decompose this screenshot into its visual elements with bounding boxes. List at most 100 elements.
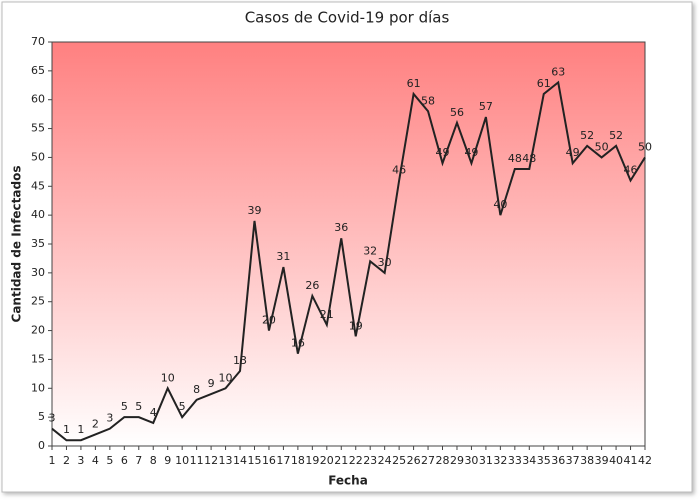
- data-label: 30: [378, 256, 392, 269]
- x-tick-label: 38: [580, 454, 594, 467]
- x-tick-label: 22: [349, 454, 363, 467]
- x-tick-label: 2: [63, 454, 70, 467]
- x-tick-label: 40: [609, 454, 623, 467]
- data-label: 56: [450, 106, 464, 119]
- x-tick-label: 35: [537, 454, 551, 467]
- x-tick-label: 5: [106, 454, 113, 467]
- data-label: 21: [320, 308, 334, 321]
- data-label: 50: [595, 140, 609, 153]
- x-tick-label: 31: [479, 454, 493, 467]
- x-tick-label: 8: [150, 454, 157, 467]
- data-label: 3: [49, 412, 56, 425]
- data-label: 31: [276, 250, 290, 263]
- data-label: 5: [121, 400, 128, 413]
- x-tick-label: 30: [464, 454, 478, 467]
- x-tick-label: 23: [363, 454, 377, 467]
- x-tick-label: 18: [291, 454, 305, 467]
- y-tick-label: 35: [31, 237, 45, 250]
- data-line: [51, 80, 646, 442]
- data-label: 16: [291, 337, 305, 350]
- data-label: 36: [334, 221, 348, 234]
- data-label: 49: [436, 146, 450, 159]
- data-label: 26: [305, 279, 319, 292]
- x-tick-label: 21: [334, 454, 348, 467]
- x-tick-label: 15: [247, 454, 261, 467]
- data-label: 63: [551, 65, 565, 78]
- data-label: 4: [150, 406, 157, 419]
- x-tick-label: 41: [624, 454, 638, 467]
- data-label: 49: [566, 146, 580, 159]
- plot-area: [51, 41, 646, 447]
- chart-title: Casos de Covid-19 por días: [245, 9, 450, 27]
- data-label: 49: [464, 146, 478, 159]
- data-label: 2: [92, 417, 99, 430]
- data-label: 5: [135, 400, 142, 413]
- x-tick-label: 14: [233, 454, 247, 467]
- data-label: 39: [247, 204, 261, 217]
- x-tick-label: 17: [276, 454, 290, 467]
- data-label: 52: [580, 129, 594, 142]
- data-label: 52: [609, 129, 623, 142]
- data-label: 5: [179, 400, 186, 413]
- data-label: 58: [421, 94, 435, 107]
- data-label: 50: [638, 140, 652, 153]
- x-tick-label: 34: [522, 454, 536, 467]
- x-tick-label: 10: [175, 454, 189, 467]
- x-tick-label: 33: [508, 454, 522, 467]
- y-tick-label: 60: [31, 93, 45, 106]
- data-label: 40: [493, 198, 507, 211]
- x-tick-label: 29: [450, 454, 464, 467]
- data-label: 32: [363, 244, 377, 257]
- x-tick-label: 6: [121, 454, 128, 467]
- y-tick-label: 55: [31, 122, 45, 135]
- data-label: 8: [193, 383, 200, 396]
- data-label: 61: [407, 77, 421, 90]
- y-tick-label: 40: [31, 208, 45, 221]
- x-axis-title: Fecha: [328, 474, 368, 488]
- x-tick-label: 12: [204, 454, 218, 467]
- x-tick-label: 32: [493, 454, 507, 467]
- data-label: 19: [349, 319, 363, 332]
- x-tick-label: 37: [566, 454, 580, 467]
- y-tick-label: 5: [38, 410, 45, 423]
- data-label: 10: [219, 371, 233, 384]
- data-label: 3: [106, 412, 113, 425]
- x-tick-label: 25: [392, 454, 406, 467]
- x-tick-label: 28: [436, 454, 450, 467]
- x-tick-label: 7: [135, 454, 142, 467]
- data-label: 10: [161, 371, 175, 384]
- x-tick-label: 19: [305, 454, 319, 467]
- data-label: 57: [479, 100, 493, 113]
- y-axis-title: Cantidad de Infectados: [10, 166, 24, 323]
- x-tick-label: 20: [320, 454, 334, 467]
- x-tick-label: 13: [219, 454, 233, 467]
- y-tick-label: 25: [31, 295, 45, 308]
- data-label: 13: [233, 354, 247, 367]
- x-tick-label: 1: [49, 454, 56, 467]
- y-tick-label: 30: [31, 266, 45, 279]
- y-tick-label: 0: [38, 439, 45, 452]
- data-label: 46: [624, 164, 638, 177]
- data-label: 48: [508, 152, 522, 165]
- data-label: 20: [262, 314, 276, 327]
- y-tick-label: 50: [31, 150, 45, 163]
- y-tick-label: 45: [31, 179, 45, 192]
- data-label: 61: [537, 77, 551, 90]
- data-label: 46: [392, 164, 406, 177]
- y-tick-label: 10: [31, 381, 45, 394]
- data-label: 48: [522, 152, 536, 165]
- data-label: 1: [77, 423, 84, 436]
- x-tick-label: 27: [421, 454, 435, 467]
- x-tick-label: 3: [77, 454, 84, 467]
- y-tick-label: 65: [31, 64, 45, 77]
- y-tick-label: 70: [31, 35, 45, 48]
- x-tick-label: 36: [551, 454, 565, 467]
- y-tick-label: 15: [31, 352, 45, 365]
- x-tick-label: 24: [378, 454, 392, 467]
- x-tick-label: 26: [407, 454, 421, 467]
- y-tick-label: 20: [31, 324, 45, 337]
- x-tick-label: 11: [190, 454, 204, 467]
- x-tick-label: 39: [595, 454, 609, 467]
- x-tick-label: 4: [92, 454, 99, 467]
